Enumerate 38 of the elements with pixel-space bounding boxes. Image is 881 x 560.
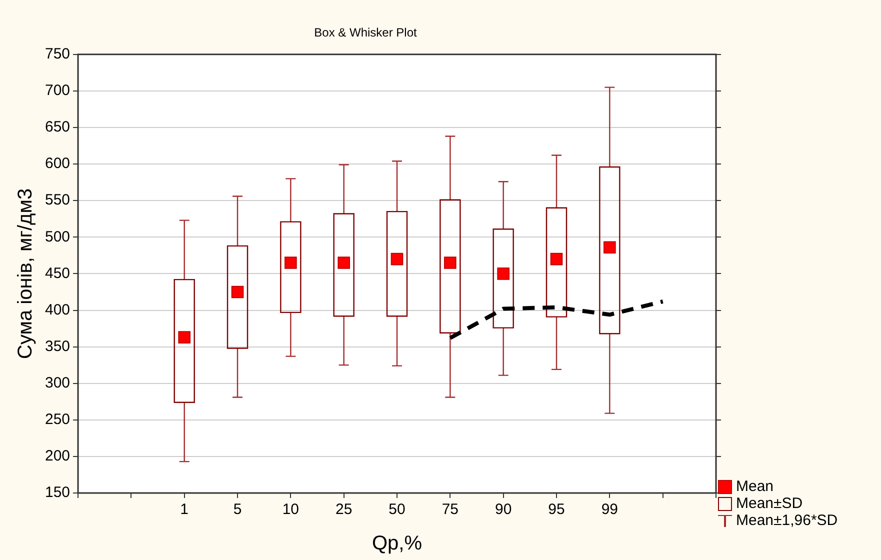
y-tick-label: 400 xyxy=(44,301,70,318)
chart-title: Box & Whisker Plot xyxy=(314,26,418,40)
point xyxy=(231,286,244,298)
line-series xyxy=(448,299,665,340)
x-tick-label: 95 xyxy=(548,501,565,518)
x-tick-label: 90 xyxy=(495,501,512,518)
x-axis-title: Qp,% xyxy=(372,532,422,555)
point xyxy=(284,256,297,269)
point xyxy=(550,252,563,266)
y-tick-label: 200 xyxy=(44,448,70,465)
point xyxy=(178,331,191,344)
y-tick-label: 550 xyxy=(44,192,70,209)
y-axis-title: Сума іонів, мг/дм3 xyxy=(14,188,37,359)
point xyxy=(444,256,456,269)
y-tick-label: 750 xyxy=(44,46,70,63)
x-tick-label: 99 xyxy=(601,501,618,518)
y-tick-label: 350 xyxy=(44,338,70,355)
text: Mean±1,96*SD xyxy=(736,512,838,529)
y-tick-label: 450 xyxy=(44,264,70,282)
point xyxy=(390,252,404,266)
point xyxy=(604,241,616,254)
y-tick-label: 600 xyxy=(44,155,70,172)
x-tick-label: 25 xyxy=(336,501,352,518)
y-tick-label: 650 xyxy=(44,118,70,136)
x-tick-label: 50 xyxy=(388,501,406,518)
x-tick-label: 10 xyxy=(282,501,300,518)
y-tick-label: 250 xyxy=(44,411,70,428)
y-tick-label: 300 xyxy=(44,374,70,392)
y-tick-label: 500 xyxy=(44,228,70,246)
point xyxy=(497,268,510,280)
y-tick-label: 150 xyxy=(44,484,70,502)
legend-label: Mean±SD xyxy=(736,495,803,512)
x-tick-label: 1 xyxy=(180,501,189,518)
legend-label: Mean xyxy=(736,478,774,495)
x-tick-label: 75 xyxy=(442,501,459,518)
point xyxy=(338,256,350,269)
y-tick-label: 700 xyxy=(44,82,70,100)
x-tick-label: 5 xyxy=(233,501,242,518)
